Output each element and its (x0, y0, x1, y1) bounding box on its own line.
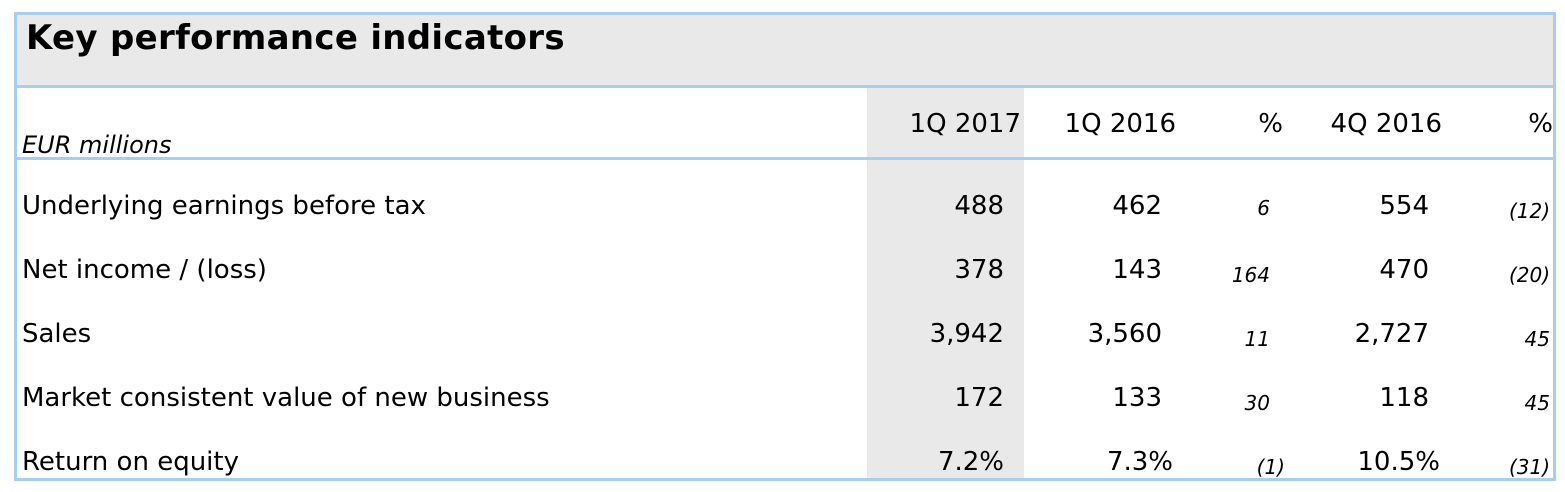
cell-4q-2016: 554 (1379, 191, 1429, 221)
column-header-pct-yoy: % (1258, 109, 1283, 139)
kpi-table: Key performance indicators EUR millions … (14, 12, 1556, 481)
current-quarter-column-shade (867, 88, 1024, 478)
cell-pct-yoy: 30 (1244, 391, 1270, 415)
column-header-4q-2016: 4Q 2016 (1330, 109, 1442, 139)
title-band: Key performance indicators (17, 15, 1553, 88)
cell-1q-2017: 488 (954, 191, 1004, 221)
cell-4q-2016: 10.5% (1357, 447, 1440, 477)
row-label: Underlying earnings before tax (22, 191, 426, 221)
row-label: Net income / (loss) (22, 255, 267, 285)
cell-pct-yoy: 11 (1244, 327, 1270, 351)
cell-pct-yoy: 6 (1257, 196, 1270, 220)
cell-4q-2016: 118 (1379, 383, 1429, 413)
cell-1q-2016: 7.3% (1106, 447, 1173, 477)
column-header-1q-2016: 1Q 2016 (1064, 109, 1176, 139)
row-label: Sales (22, 319, 92, 349)
cell-pct-yoy: (1) (1256, 455, 1285, 479)
cell-4q-2016: 470 (1379, 255, 1429, 285)
cell-pct-qoq: (12) (1508, 199, 1550, 223)
row-label: Market consistent value of new business (22, 383, 550, 413)
cell-pct-qoq: 45 (1524, 391, 1550, 415)
cell-1q-2016: 462 (1112, 191, 1162, 221)
cell-pct-qoq: (31) (1508, 455, 1550, 479)
cell-pct-qoq: (20) (1508, 263, 1550, 287)
table-title: Key performance indicators (26, 18, 565, 58)
cell-1q-2016: 143 (1112, 255, 1162, 285)
cell-1q-2017: 7.2% (937, 447, 1004, 477)
cell-pct-qoq: 45 (1524, 327, 1550, 351)
column-header-1q-2017: 1Q 2017 (909, 109, 1021, 139)
cell-pct-yoy: 164 (1231, 263, 1270, 287)
cell-1q-2016: 3,560 (1087, 319, 1162, 349)
cell-1q-2016: 133 (1112, 383, 1162, 413)
cell-1q-2017: 172 (954, 383, 1004, 413)
unit-label: EUR millions (22, 131, 172, 159)
header-rule (17, 157, 1553, 160)
row-label: Return on equity (22, 447, 239, 477)
column-header-pct-qoq: % (1528, 109, 1553, 139)
cell-1q-2017: 378 (954, 255, 1004, 285)
cell-1q-2017: 3,942 (929, 319, 1004, 349)
cell-4q-2016: 2,727 (1354, 319, 1429, 349)
